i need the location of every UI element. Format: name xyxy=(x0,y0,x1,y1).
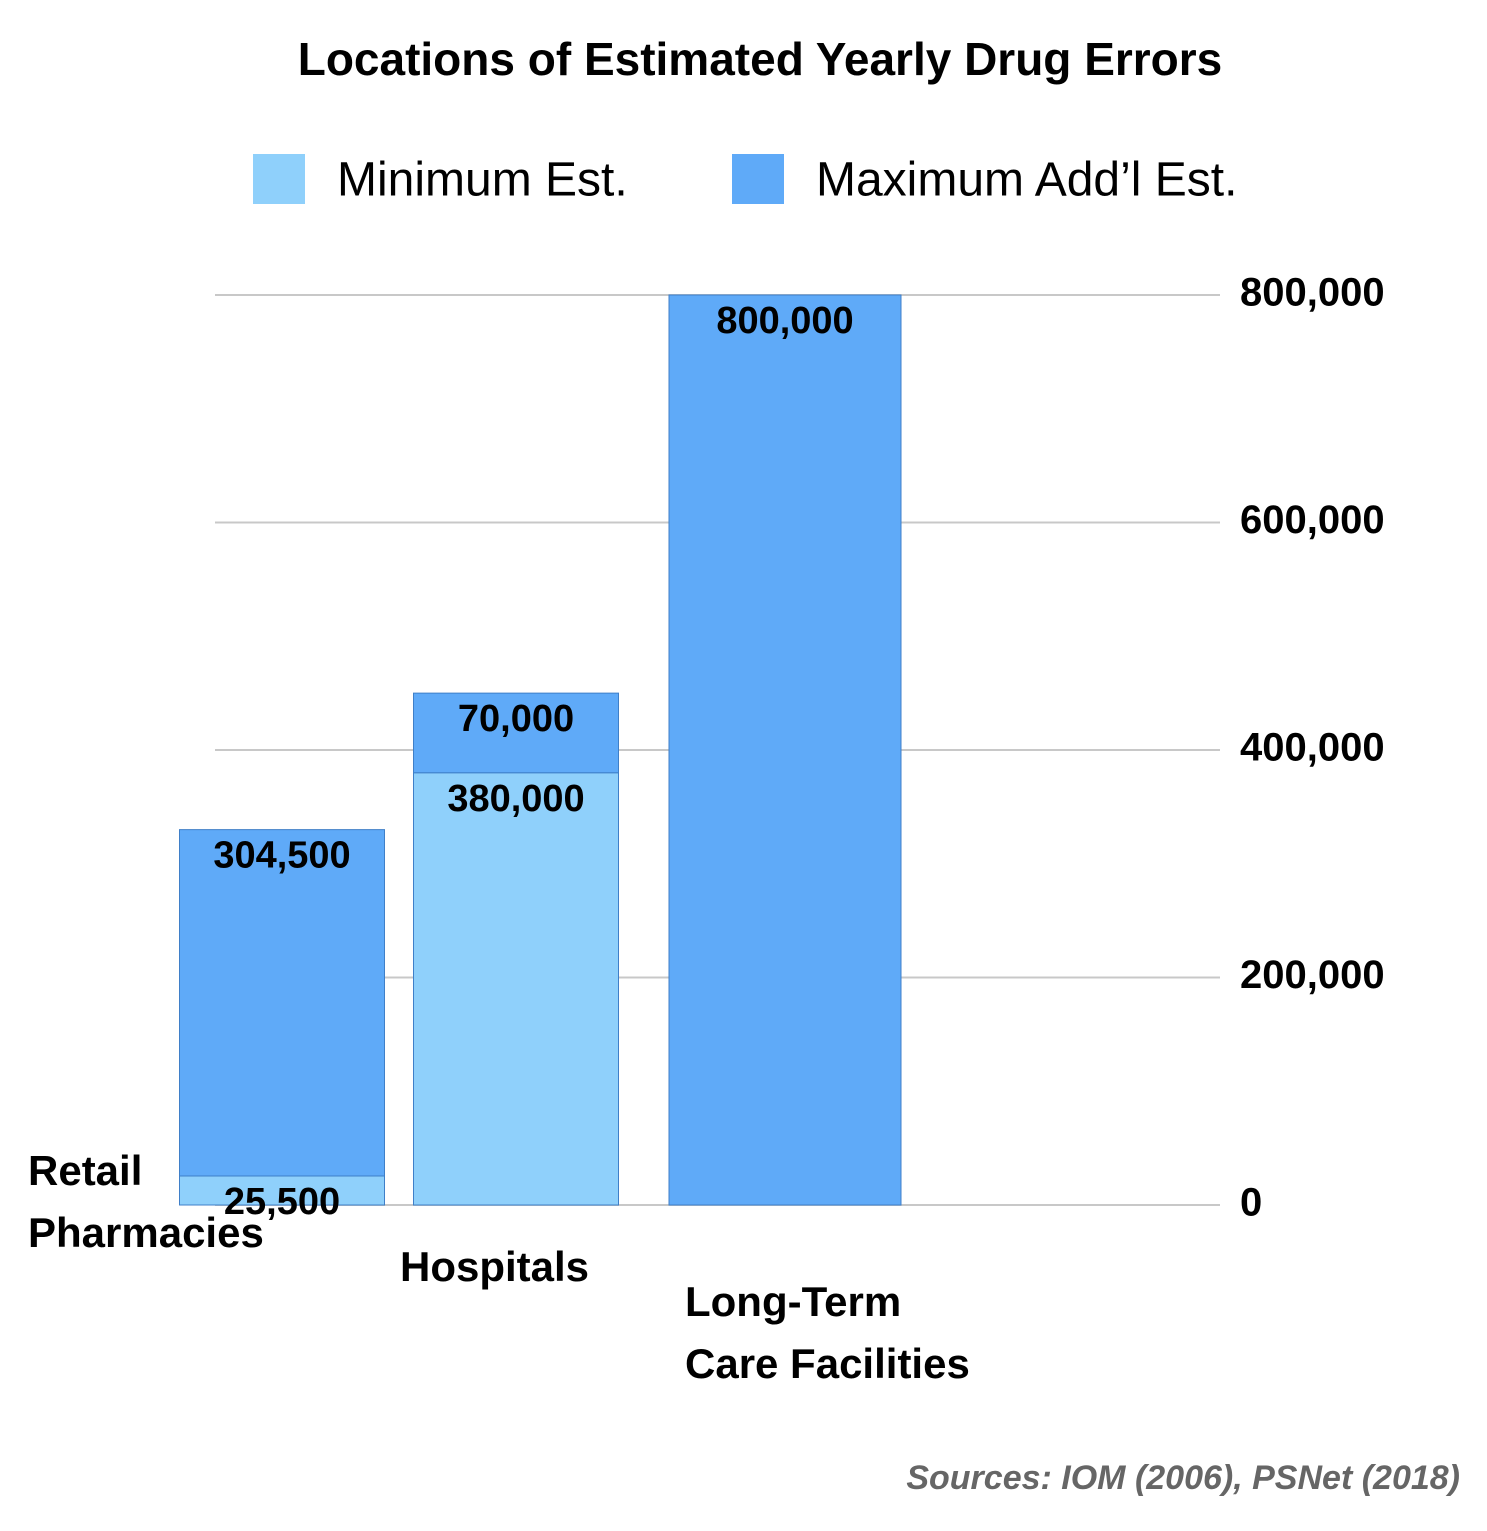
legend-swatch xyxy=(253,154,305,204)
y-tick-label: 600,000 xyxy=(1240,498,1385,542)
category-label: Retail Pharmacies xyxy=(28,1147,264,1256)
legend-label: Maximum Add’l Est. xyxy=(816,154,1237,207)
bar-segment xyxy=(179,829,385,1177)
value-label: 70,000 xyxy=(458,698,574,740)
category-label: Long-Term Care Facilities xyxy=(685,1278,970,1387)
bar-segment xyxy=(668,294,902,1206)
value-label: 800,000 xyxy=(716,300,853,342)
value-label: 304,500 xyxy=(213,835,350,877)
bar-segment xyxy=(413,692,619,774)
value-label: 380,000 xyxy=(447,778,584,820)
bar-segment xyxy=(413,772,619,1206)
category-label: Hospitals xyxy=(400,1243,590,1290)
y-tick-label: 800,000 xyxy=(1240,271,1385,315)
chart-title: Locations of Estimated Yearly Drug Error… xyxy=(298,33,1223,85)
y-tick-label: 200,000 xyxy=(1240,953,1385,997)
y-tick-label: 400,000 xyxy=(1240,726,1385,770)
legend-swatch xyxy=(732,154,784,204)
source-note: Sources: IOM (2006), PSNet (2018) xyxy=(906,1459,1460,1497)
value-label: 25,500 xyxy=(224,1181,340,1223)
bar-segment xyxy=(179,1175,385,1206)
y-tick-label: 0 xyxy=(1240,1181,1262,1225)
legend-label: Minimum Est. xyxy=(337,154,628,207)
